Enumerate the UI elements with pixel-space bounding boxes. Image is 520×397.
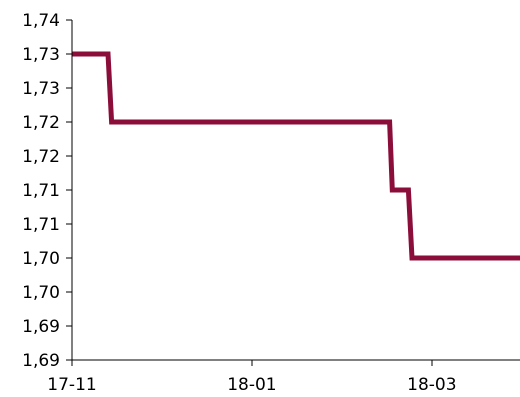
y-tick-label: 1,73 [22,45,60,65]
y-axis-ticks: 1,74 1,73 1,73 1,72 1,72 1,71 1,71 1,70 1,70 1,69… [22,11,72,371]
x-tick-label: 17-11 [47,375,96,395]
y-tick-label: 1,70 [22,249,60,269]
y-tick-label: 1,73 [22,79,60,99]
series-layer [72,51,520,261]
x-tick-label: 18-01 [227,375,276,395]
y-tick-label: 1,71 [22,181,60,201]
y-tick-label: 1,74 [22,11,60,31]
y-tick-label: 1,72 [22,147,60,167]
y-tick-label: 1,69 [22,317,60,337]
y-tick-label: 1,70 [22,283,60,303]
series-line [72,51,520,261]
x-tick-label: 18-03 [407,375,456,395]
y-tick-label: 1,69 [22,351,60,371]
y-tick-label: 1,71 [22,215,60,235]
x-axis-ticks: 17-11 18-01 18-03 [47,360,457,395]
y-tick-label: 1,72 [22,113,60,133]
